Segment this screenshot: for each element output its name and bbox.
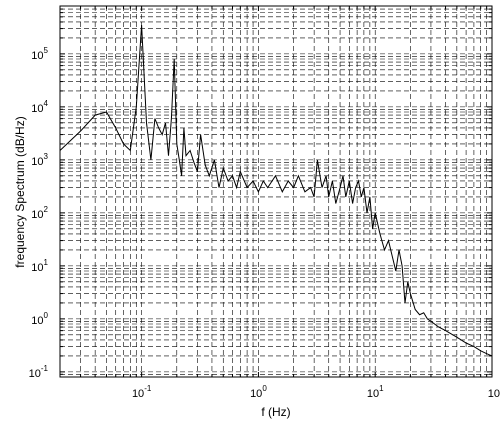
plot-frame (59, 5, 493, 378)
y-tick-label: 100 (31, 311, 48, 327)
series-line-0 (59, 24, 493, 357)
y-tick-label: 105 (31, 46, 48, 62)
y-tick-label: 102 (31, 205, 48, 221)
y-tick-label: 101 (31, 258, 48, 274)
y-tick-labels: 10-1 100 101 102 103 104 105 (29, 46, 49, 380)
x-axis-label: f (Hz) (261, 405, 290, 419)
y-axis-label: frequency Spectrum (dB/Hz) (13, 116, 27, 267)
axis-ticks (59, 5, 493, 378)
x-tick-label: 10-1 (132, 384, 152, 400)
y-tick-label: 104 (31, 99, 48, 115)
x-tick-label: 10 (488, 388, 500, 400)
y-tick-label: 10-1 (29, 364, 49, 380)
plot-background (60, 6, 492, 377)
y-tick-label: 103 (31, 152, 48, 168)
x-tick-labels: 10-1 100 101 10 (132, 384, 500, 400)
x-tick-label: 100 (250, 384, 267, 400)
x-tick-label: 101 (367, 384, 384, 400)
series-layer (59, 24, 493, 357)
